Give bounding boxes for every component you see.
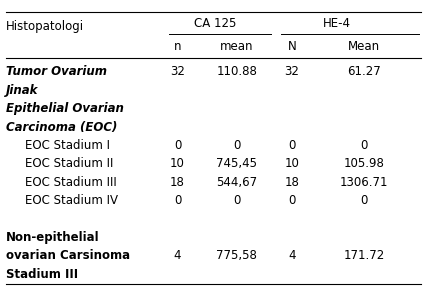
Text: 32: 32: [170, 65, 184, 78]
Text: 4: 4: [288, 249, 295, 263]
Text: EOC Stadium IV: EOC Stadium IV: [25, 194, 118, 207]
Text: 18: 18: [170, 176, 184, 189]
Text: 745,45: 745,45: [216, 157, 257, 171]
Text: 110.88: 110.88: [216, 65, 257, 78]
Text: 0: 0: [360, 139, 367, 152]
Text: ovarian Carsinoma: ovarian Carsinoma: [6, 249, 130, 263]
Text: N: N: [287, 40, 296, 53]
Text: Tumor Ovarium: Tumor Ovarium: [6, 65, 106, 78]
Text: 4: 4: [173, 249, 181, 263]
Text: 775,58: 775,58: [216, 249, 257, 263]
Text: Jinak: Jinak: [6, 84, 38, 97]
Text: mean: mean: [219, 40, 253, 53]
Text: Mean: Mean: [347, 40, 379, 53]
Text: 171.72: 171.72: [343, 249, 384, 263]
Text: n: n: [173, 40, 181, 53]
Text: Histopatologi: Histopatologi: [6, 20, 83, 33]
Text: 544,67: 544,67: [216, 176, 257, 189]
Text: Carcinoma (EOC): Carcinoma (EOC): [6, 121, 117, 134]
Text: 0: 0: [173, 139, 181, 152]
Text: Stadium III: Stadium III: [6, 268, 78, 281]
Text: 0: 0: [288, 194, 295, 207]
Text: 1306.71: 1306.71: [339, 176, 387, 189]
Text: EOC Stadium II: EOC Stadium II: [25, 157, 113, 171]
Text: 0: 0: [233, 194, 240, 207]
Text: HE-4: HE-4: [322, 17, 350, 30]
Text: 0: 0: [173, 194, 181, 207]
Text: 10: 10: [284, 157, 299, 171]
Text: EOC Stadium I: EOC Stadium I: [25, 139, 109, 152]
Text: 61.27: 61.27: [346, 65, 380, 78]
Text: 0: 0: [288, 139, 295, 152]
Text: CA 125: CA 125: [194, 17, 236, 30]
Text: 18: 18: [284, 176, 299, 189]
Text: 105.98: 105.98: [343, 157, 384, 171]
Text: 0: 0: [360, 194, 367, 207]
Text: Epithelial Ovarian: Epithelial Ovarian: [6, 102, 123, 115]
Text: 10: 10: [170, 157, 184, 171]
Text: Non-epithelial: Non-epithelial: [6, 231, 99, 244]
Text: 0: 0: [233, 139, 240, 152]
Text: EOC Stadium III: EOC Stadium III: [25, 176, 116, 189]
Text: 32: 32: [284, 65, 299, 78]
